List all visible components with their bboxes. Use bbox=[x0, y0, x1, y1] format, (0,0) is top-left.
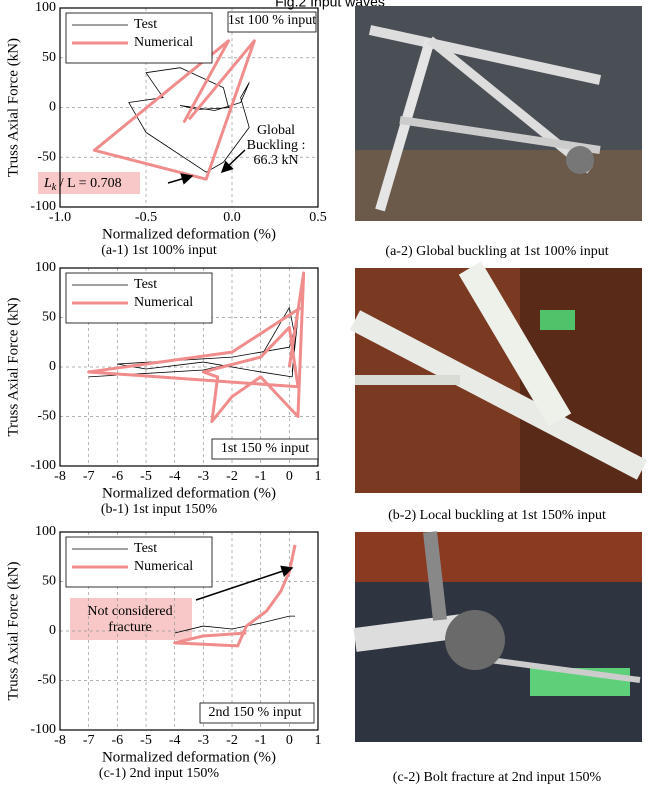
y-tick-label: 0 bbox=[49, 623, 56, 638]
annotation: Buckling : bbox=[247, 138, 306, 153]
y-tick-label: 50 bbox=[42, 574, 56, 589]
x-tick-label: 0.5 bbox=[309, 210, 327, 225]
y-tick-label: 0 bbox=[49, 359, 56, 374]
y-tick-label: -50 bbox=[37, 149, 56, 164]
x-tick-label: -7 bbox=[83, 733, 95, 748]
photo bbox=[355, 532, 642, 742]
x-tick-label: -2 bbox=[226, 733, 238, 748]
x-tick-label: -4 bbox=[169, 733, 181, 748]
annotation: 1st 100 % input bbox=[228, 13, 316, 28]
x-tick-label: -7 bbox=[83, 469, 95, 484]
photo-caption: (b-2) Local buckling at 1st 150% input bbox=[388, 508, 606, 523]
x-tick-label: -6 bbox=[111, 469, 123, 484]
y-tick-label: 100 bbox=[35, 260, 56, 275]
y-tick-label: 100 bbox=[35, 524, 56, 539]
y-tick-label: -100 bbox=[30, 722, 56, 737]
annotation: 2nd 150 % input bbox=[209, 705, 302, 720]
annotation: Global bbox=[257, 123, 295, 138]
photo bbox=[355, 268, 642, 493]
x-tick-label: 1 bbox=[315, 469, 322, 484]
y-tick-label: -50 bbox=[37, 409, 56, 424]
y-tick-label: -50 bbox=[37, 673, 56, 688]
annotation-arrow bbox=[168, 176, 192, 183]
x-tick-label: -5 bbox=[140, 469, 152, 484]
x-tick-label: -2 bbox=[226, 469, 238, 484]
figure: Fig.2 Input waves -1.0-0.50.00.5-100-500… bbox=[0, 0, 656, 789]
x-tick-label: -1 bbox=[255, 733, 267, 748]
x-tick-label: 1 bbox=[315, 733, 322, 748]
y-axis-label: Truss Axial Force (kN) bbox=[5, 297, 21, 436]
legend-label: Numerical bbox=[134, 559, 193, 574]
x-tick-label: -0.5 bbox=[135, 210, 157, 225]
annotation-arrow bbox=[222, 150, 245, 172]
ratio-part: / L = 0.708 bbox=[56, 176, 121, 191]
x-axis-label: Normalized deformation (%) bbox=[102, 226, 276, 242]
y-tick-label: 50 bbox=[42, 310, 56, 325]
annotation: 1st 150 % input bbox=[221, 441, 309, 456]
x-tick-label: 0 bbox=[286, 733, 293, 748]
x-tick-label: -1 bbox=[255, 469, 267, 484]
photo-caption: (c-2) Bolt fracture at 2nd input 150% bbox=[393, 770, 602, 785]
y-axis-label: Truss Axial Force (kN) bbox=[5, 38, 21, 177]
annotation: 66.3 kN bbox=[253, 153, 298, 168]
x-tick-label: 0.0 bbox=[223, 210, 241, 225]
y-tick-label: -100 bbox=[30, 199, 56, 214]
annotation: fracture bbox=[108, 620, 152, 635]
photo bbox=[355, 6, 642, 221]
annotation: Not considered bbox=[87, 604, 172, 619]
y-tick-label: 0 bbox=[49, 100, 56, 115]
caption: (b-1) 1st input 150% bbox=[101, 502, 218, 517]
series-line bbox=[175, 616, 295, 633]
legend-label: Test bbox=[134, 17, 157, 32]
x-tick-label: -5 bbox=[140, 733, 152, 748]
x-tick-label: -6 bbox=[111, 733, 123, 748]
x-tick-label: 0 bbox=[286, 469, 293, 484]
x-tick-label: -3 bbox=[197, 469, 209, 484]
legend-label: Test bbox=[134, 541, 157, 556]
legend-label: Test bbox=[134, 277, 157, 292]
x-tick-label: -3 bbox=[197, 733, 209, 748]
x-axis-label: Normalized deformation (%) bbox=[102, 485, 276, 501]
caption: (c-1) 2nd input 150% bbox=[99, 766, 219, 781]
x-tick-label: -4 bbox=[169, 469, 181, 484]
photo-caption: (a-2) Global buckling at 1st 100% input bbox=[385, 244, 608, 259]
y-tick-label: 50 bbox=[42, 50, 56, 65]
x-axis-label: Normalized deformation (%) bbox=[102, 749, 276, 765]
y-tick-label: -100 bbox=[30, 458, 56, 473]
legend-label: Numerical bbox=[134, 35, 193, 50]
legend-label: Numerical bbox=[134, 295, 193, 310]
caption: (a-1) 1st 100% input bbox=[101, 243, 217, 258]
y-axis-label: Truss Axial Force (kN) bbox=[5, 561, 21, 700]
ratio-part: L bbox=[43, 176, 52, 191]
y-tick-label: 100 bbox=[35, 0, 56, 15]
series-line bbox=[129, 68, 249, 172]
